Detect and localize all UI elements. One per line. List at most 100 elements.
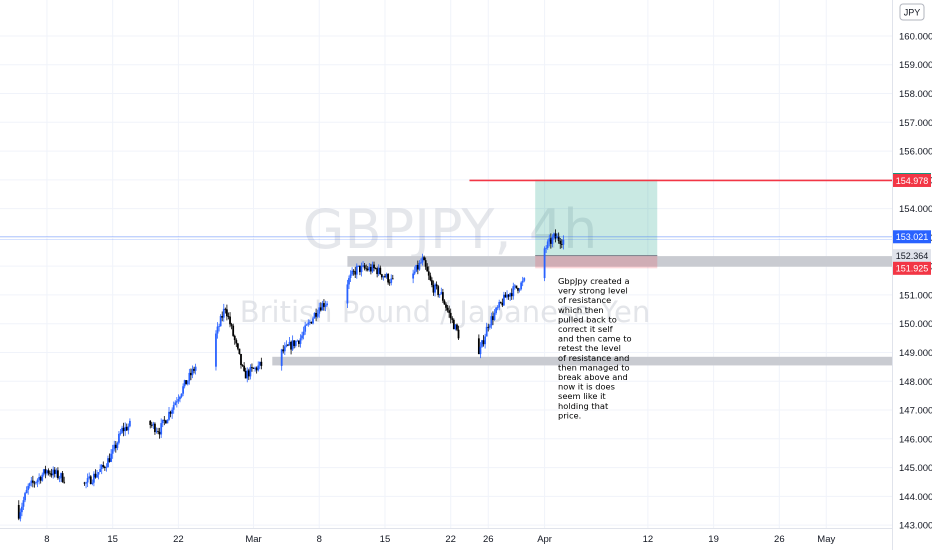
candle-body bbox=[233, 335, 236, 341]
candle-body bbox=[515, 285, 518, 289]
candle-body bbox=[280, 349, 283, 366]
candle-body bbox=[24, 493, 26, 501]
candle-body bbox=[226, 309, 228, 317]
candle-body bbox=[445, 304, 447, 308]
candle-body bbox=[304, 325, 307, 332]
candle-body bbox=[160, 423, 163, 435]
x-tick-label: 26 bbox=[774, 534, 785, 545]
y-tick-label: 159.000 bbox=[899, 60, 932, 71]
candle-body bbox=[492, 316, 494, 320]
y-tick-label: 151.000 bbox=[899, 290, 932, 301]
annotation-line: now it is does bbox=[558, 382, 615, 392]
candle-body bbox=[215, 333, 217, 367]
candle-body bbox=[157, 431, 159, 433]
candle-body bbox=[307, 322, 310, 325]
candle-body bbox=[61, 473, 64, 482]
candle-body bbox=[413, 271, 416, 274]
y-tick-label: 160.000 bbox=[899, 31, 932, 42]
candle-body bbox=[224, 308, 227, 310]
y-tick-label: 154.000 bbox=[899, 204, 932, 215]
candle-body bbox=[434, 284, 436, 293]
candle-body bbox=[296, 340, 299, 342]
candle-body bbox=[35, 482, 37, 484]
long-position-stop-zone[interactable] bbox=[535, 255, 658, 269]
candle-body bbox=[412, 273, 415, 279]
candle-body bbox=[232, 325, 235, 336]
candle-body bbox=[543, 248, 546, 279]
candle-body bbox=[510, 293, 513, 297]
candle-body bbox=[423, 257, 425, 261]
currency-badge[interactable]: JPY bbox=[899, 3, 925, 21]
candle-body bbox=[477, 338, 480, 355]
candle-body bbox=[185, 380, 188, 385]
candle-body bbox=[154, 423, 156, 433]
candle-body bbox=[175, 401, 178, 403]
candle-body bbox=[484, 336, 487, 345]
support-zone[interactable] bbox=[272, 356, 892, 366]
candle-body bbox=[285, 344, 288, 347]
long-position-target-zone[interactable] bbox=[535, 179, 658, 256]
candle-body bbox=[33, 482, 36, 484]
candle-body bbox=[166, 419, 169, 424]
candle-body bbox=[359, 265, 361, 273]
candle-body bbox=[556, 236, 559, 239]
candle-body bbox=[416, 265, 419, 270]
candle-body bbox=[236, 343, 239, 349]
candle-body bbox=[376, 268, 379, 275]
candle-body bbox=[186, 380, 189, 385]
candle-body bbox=[168, 411, 170, 420]
candle-body bbox=[301, 335, 303, 339]
candle-body bbox=[46, 470, 48, 474]
candle-body bbox=[86, 478, 89, 483]
candle-body bbox=[249, 367, 252, 377]
candle-body bbox=[373, 264, 375, 269]
candle-body bbox=[124, 426, 127, 432]
candle-body bbox=[503, 294, 505, 306]
candle-body bbox=[424, 260, 427, 267]
candle-body bbox=[512, 286, 515, 297]
resistance-zone[interactable] bbox=[347, 256, 892, 267]
candle-body bbox=[415, 265, 418, 272]
candle-body bbox=[499, 302, 502, 303]
candle-body bbox=[158, 431, 161, 435]
candle-body bbox=[118, 433, 120, 443]
candle-body bbox=[310, 321, 313, 324]
candle-body bbox=[191, 368, 194, 376]
annotation-line: then managed to bbox=[558, 362, 630, 372]
candle-body bbox=[42, 469, 45, 475]
price-tag bbox=[893, 173, 931, 187]
y-tick-label: 147.000 bbox=[899, 406, 932, 417]
time-axis[interactable]: 8 15 22 Mar 8 15 22 26 Apr 12 19 26 May bbox=[0, 528, 892, 550]
candle-body bbox=[371, 264, 374, 272]
price-axis[interactable]: 143.000 144.000 145.000 146.000 147.000 148.0… bbox=[892, 0, 932, 550]
annotation-line: very strong level bbox=[558, 286, 628, 296]
candle-body bbox=[368, 266, 371, 271]
candle-body bbox=[435, 284, 438, 287]
candle-body bbox=[452, 319, 455, 330]
candle-body bbox=[254, 367, 256, 369]
price-tag bbox=[893, 249, 931, 263]
annotation-line: of resistance and bbox=[558, 353, 629, 363]
candle-body bbox=[498, 302, 501, 308]
candle-body bbox=[456, 324, 458, 330]
candle-body bbox=[91, 482, 94, 485]
annotation-line: seem like it bbox=[558, 391, 606, 401]
candle-body bbox=[352, 270, 355, 272]
candle-body bbox=[431, 280, 433, 285]
candle-body bbox=[348, 278, 350, 285]
candle-body bbox=[454, 324, 457, 330]
candle-body bbox=[451, 318, 454, 320]
price-tag-label: 153.021 bbox=[896, 232, 929, 242]
candle-body bbox=[355, 265, 358, 275]
candle-body bbox=[287, 344, 289, 346]
candle-body bbox=[107, 458, 109, 468]
candle-body bbox=[513, 285, 516, 287]
candle-body bbox=[190, 372, 192, 376]
y-tick-label: 143.000 bbox=[899, 521, 932, 532]
candle-body bbox=[290, 341, 292, 350]
price-tag-label: 151.925 bbox=[896, 264, 929, 274]
candle-body bbox=[44, 469, 47, 474]
candle-body bbox=[227, 316, 230, 317]
